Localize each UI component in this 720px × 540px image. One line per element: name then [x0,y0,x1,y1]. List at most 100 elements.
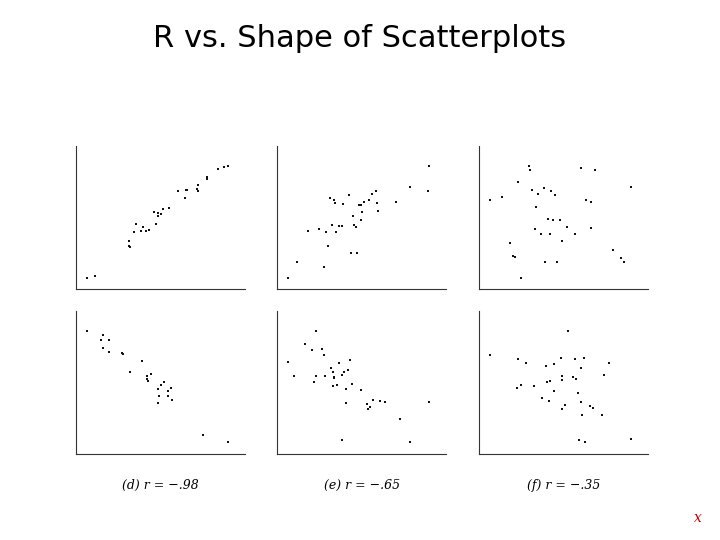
Point [140,226,151,235]
Point [89,272,101,280]
Point [333,222,345,231]
Text: (d) r = −.98: (d) r = −.98 [122,480,199,492]
Point [580,196,592,205]
Point [292,258,303,266]
Point [370,187,382,195]
Point [310,372,322,380]
Point [97,330,109,339]
Point [313,225,325,234]
Point [496,193,508,202]
Point [625,435,636,443]
Point [509,253,521,261]
Point [512,355,523,363]
Point [549,191,561,199]
Point [125,368,136,377]
Point [158,377,170,386]
Point [544,376,556,385]
Point [363,195,374,204]
Point [536,394,548,403]
Point [310,326,322,335]
Point [172,187,184,195]
Point [288,372,300,381]
Point [338,200,349,208]
Point [163,387,174,396]
Point [116,348,127,357]
Point [523,161,535,170]
Point [521,358,532,367]
Point [543,215,554,224]
Point [569,230,580,238]
Point [559,401,570,409]
Point [575,364,587,373]
Point [485,196,496,205]
Point [222,161,233,170]
Point [137,356,148,365]
Point [355,216,366,225]
Point [324,194,336,202]
Point [556,404,567,413]
Point [513,178,524,186]
Point [348,220,360,229]
Point [603,359,614,368]
Point [331,381,343,389]
Point [318,262,330,271]
Point [143,226,154,234]
Point [192,185,203,193]
Point [395,415,406,423]
Point [299,340,310,348]
Point [573,436,585,445]
Point [356,201,367,210]
Point [148,207,159,216]
Point [145,370,157,379]
Point [598,370,610,379]
Point [530,202,541,211]
Point [336,221,348,230]
Point [218,163,230,171]
Point [328,196,340,205]
Point [404,183,415,192]
Point [555,354,567,362]
Point [575,397,587,406]
Point [347,212,359,221]
Point [343,191,354,199]
Point [309,377,320,386]
Point [541,378,552,387]
Point [322,241,333,250]
Point [142,372,153,380]
Point [362,404,374,413]
Point [359,198,370,206]
Point [540,258,552,267]
Point [511,384,523,393]
Point [123,242,135,251]
Point [351,248,362,257]
Point [374,397,386,406]
Point [156,380,167,389]
Point [548,360,559,369]
Point [570,375,582,384]
Point [585,198,597,207]
Point [618,258,630,267]
Point [538,184,549,192]
Point [578,354,590,362]
Point [544,230,556,238]
Point [570,355,581,364]
Point [516,381,527,389]
Point [390,197,402,206]
Point [138,222,149,231]
Point [404,438,415,447]
Point [342,366,354,374]
Point [567,373,579,382]
Point [180,185,192,194]
Point [557,236,568,245]
Point [328,368,339,377]
Point [156,210,167,219]
Text: (f) r = −.35: (f) r = −.35 [527,480,600,492]
Point [320,372,331,380]
Point [179,193,190,202]
Point [306,346,318,354]
Point [551,258,562,267]
Point [372,206,383,215]
Point [340,384,351,393]
Point [572,389,584,398]
Point [528,382,539,390]
